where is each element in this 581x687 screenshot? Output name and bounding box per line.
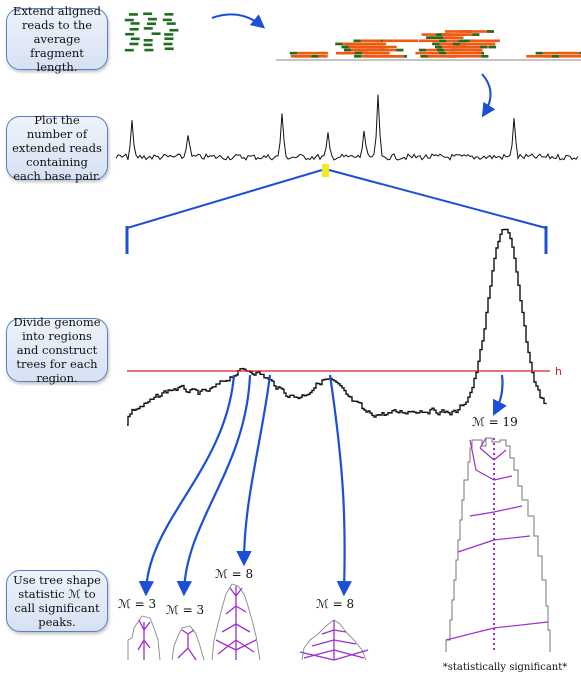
step-text-extend: Extend aligned reads to the average frag… bbox=[13, 4, 101, 74]
tree-5-significant bbox=[445, 437, 551, 652]
tree-stat-label-1: ℳ = 3 bbox=[118, 597, 156, 611]
threshold-label: h bbox=[555, 365, 562, 378]
step-text-plot: Plot the number of extended reads contai… bbox=[12, 113, 102, 183]
step-box-divide: Divide genome into regions and construct… bbox=[6, 315, 108, 385]
aligned-reads-cluster bbox=[124, 12, 179, 52]
step-text-shape: Use tree shape statistic ℳ to call signi… bbox=[13, 573, 101, 629]
tree-1 bbox=[127, 615, 161, 661]
plot-arrow bbox=[481, 73, 496, 118]
zoom-line-left bbox=[126, 169, 323, 229]
significance-note: *statistically significant* bbox=[442, 662, 568, 673]
zoom-line-right bbox=[328, 169, 547, 229]
step-box-extend: Extend aligned reads to the average frag… bbox=[6, 4, 108, 74]
tree-stat-label-2: ℳ = 3 bbox=[166, 603, 204, 617]
extend-arrow bbox=[211, 13, 266, 29]
step-box-shape: Use tree shape statistic ℳ to call signi… bbox=[6, 570, 108, 632]
tree-4 bbox=[299, 619, 369, 661]
tree-3 bbox=[211, 583, 261, 661]
tree-arrow-1 bbox=[138, 374, 236, 597]
tree-arrow-2 bbox=[176, 374, 252, 597]
zoomed-region-signal bbox=[127, 228, 547, 426]
zoom-highlight bbox=[322, 164, 329, 177]
step-box-plot: Plot the number of extended reads contai… bbox=[6, 113, 108, 183]
extended-reads-pileup bbox=[289, 30, 581, 58]
tree-arrow-4 bbox=[328, 374, 353, 597]
coverage-signal bbox=[115, 94, 579, 161]
tree-2 bbox=[171, 625, 205, 661]
tree-stat-label-5: ℳ = 19 bbox=[472, 415, 518, 429]
tree-arrow-3 bbox=[236, 374, 272, 567]
step-text-divide: Divide genome into regions and construct… bbox=[13, 315, 101, 385]
tree-stat-label-4: ℳ = 8 bbox=[316, 597, 354, 611]
tree-stat-label-3: ℳ = 8 bbox=[215, 567, 253, 581]
tree-arrow-5 bbox=[493, 374, 507, 416]
